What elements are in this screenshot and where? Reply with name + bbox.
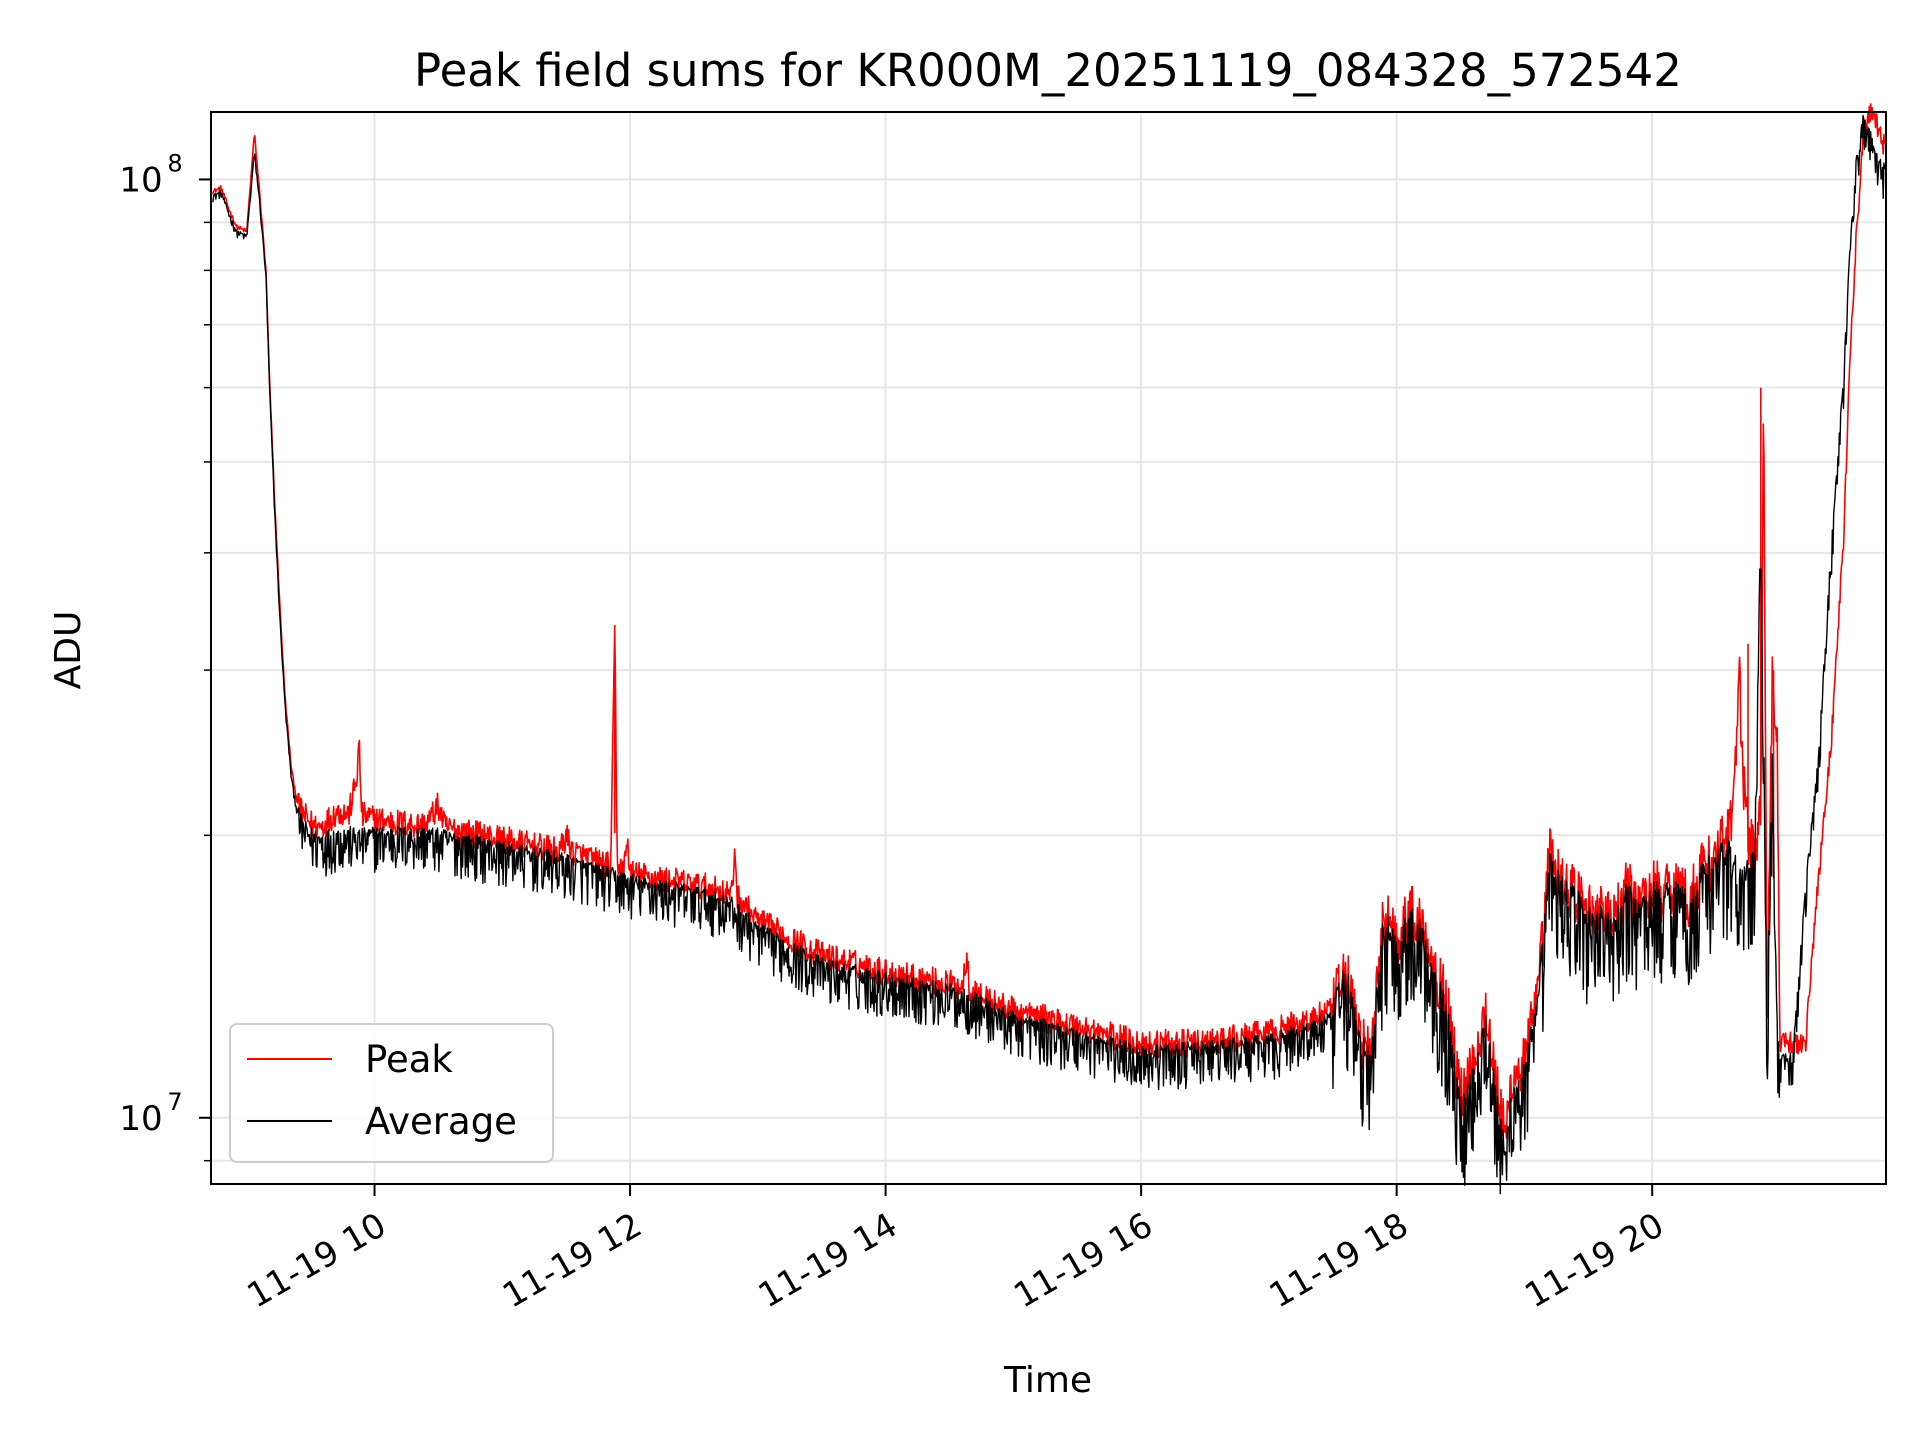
y-tick-label: 10: [119, 160, 162, 200]
y-tick-exponent: 8: [167, 149, 182, 177]
x-tick-label: 11-19 10: [241, 1205, 393, 1316]
legend: Peak Average: [229, 1023, 554, 1163]
plot-area-frame: [210, 111, 1887, 1185]
legend-average-label: Average: [365, 1100, 517, 1143]
legend-peak-label: Peak: [365, 1038, 453, 1081]
average-series-line: [212, 114, 1887, 1195]
x-tick-label: 11-19 14: [752, 1205, 904, 1316]
peak-series-line: [211, 103, 1887, 1140]
plot-series: [211, 103, 1887, 1195]
y-tick-label: 10: [119, 1099, 162, 1139]
x-tick-label: 11-19 16: [1007, 1205, 1159, 1316]
y-axis-label: ADU: [48, 611, 89, 690]
grid: [211, 112, 1886, 1184]
chart-title: Peak field sums for KR000M_20251119_0843…: [414, 44, 1682, 97]
y-tick-exponent: 7: [167, 1088, 182, 1116]
x-tick-label: 11-19 12: [496, 1205, 648, 1316]
x-axis-label: Time: [1003, 1360, 1092, 1401]
x-tick-label: 11-19 18: [1263, 1205, 1415, 1316]
x-tick-label: 11-19 20: [1518, 1205, 1670, 1316]
